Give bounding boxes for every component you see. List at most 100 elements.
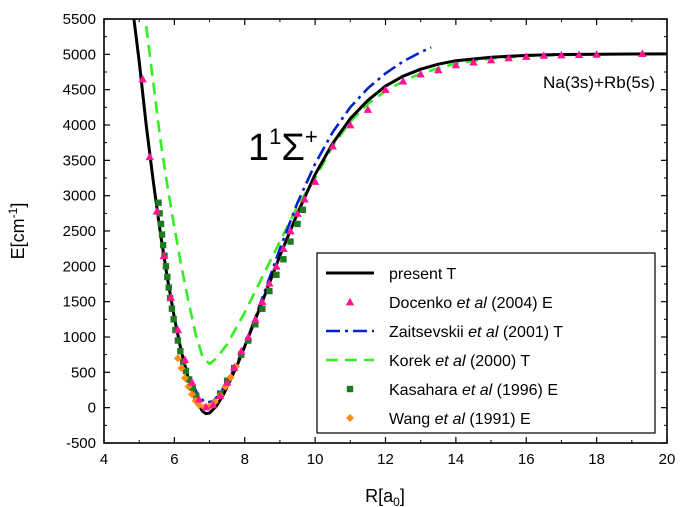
data-point	[363, 105, 373, 113]
legend-label: Docenko et al (2004) E	[389, 295, 553, 312]
data-point	[162, 263, 170, 270]
x-tick-label: 20	[659, 451, 676, 468]
state-label-sup: 1	[269, 124, 281, 149]
legend-label-part: et al	[462, 382, 493, 399]
legend-label-part: Zaitsevskii	[389, 324, 468, 341]
data-point	[398, 76, 408, 85]
legend-label: present T	[389, 266, 457, 283]
legend-label: Wang et al (1991) E	[389, 411, 531, 428]
data-point	[201, 402, 211, 411]
y-tick-label: 2000	[63, 258, 96, 275]
y-tick-label: 3500	[63, 152, 96, 169]
legend: present T Docenko et al (2004) E Zaitsevsk…	[316, 252, 656, 434]
data-point	[251, 315, 260, 323]
data-point	[165, 284, 172, 291]
y-tick-label: 1500	[63, 294, 96, 311]
legend-label-part: (2001) T	[498, 324, 563, 341]
legend-label: Zaitsevskii et al (2001) T	[389, 324, 563, 341]
y-axis-title-main: E[cm	[8, 218, 28, 259]
data-point	[504, 53, 513, 62]
data-point	[152, 207, 161, 215]
y-tick-label: 2500	[63, 223, 96, 240]
legend-label-part: (2004) E	[487, 295, 553, 312]
x-tick-label: 6	[170, 451, 178, 468]
data-point	[381, 85, 390, 94]
data-point	[557, 50, 566, 59]
data-point	[173, 354, 182, 363]
data-point	[180, 355, 190, 363]
x-axis-title-end: ]	[400, 486, 405, 506]
x-tick-label: 16	[518, 451, 535, 468]
data-point	[265, 279, 274, 287]
data-point	[238, 351, 245, 358]
legend-label-part: Wang	[389, 411, 435, 428]
data-point	[172, 326, 179, 334]
data-point	[287, 238, 294, 245]
data-point	[226, 373, 235, 382]
data-point	[187, 390, 196, 399]
data-point	[192, 392, 200, 399]
data-point	[469, 57, 478, 66]
x-axis-title-main: R[a	[365, 486, 394, 506]
data-point	[222, 378, 232, 386]
legend-label: Kasahara et al (1996) E	[389, 382, 558, 399]
state-label-sigma: Σ	[281, 127, 305, 169]
y-axis-title: E[cm-1]	[6, 203, 28, 260]
legend-swatch-marker	[346, 385, 354, 393]
data-point	[286, 226, 295, 235]
y-tick-label: -500	[66, 435, 96, 452]
x-axis-title: R[a0]	[365, 486, 405, 507]
data-point	[273, 271, 280, 279]
legend-label-part: Korek	[389, 353, 435, 370]
data-point	[279, 244, 288, 253]
legend-label-part: (1996) E	[492, 382, 558, 399]
data-point	[294, 220, 301, 228]
series-line	[144, 25, 667, 366]
y-tick-label: 5000	[63, 46, 96, 63]
data-point	[280, 256, 287, 263]
legend-label: Korek et al (2000) T	[389, 353, 530, 370]
legend-label-part: Kasahara	[389, 382, 462, 399]
data-point	[272, 262, 281, 270]
data-point	[522, 52, 531, 60]
state-label: 11Σ+	[248, 124, 318, 169]
data-point	[187, 378, 197, 386]
data-point	[252, 321, 259, 328]
data-point	[244, 332, 253, 341]
legend-label-part: Docenko	[389, 295, 457, 312]
y-tick-label: 0	[88, 400, 96, 417]
data-point	[159, 241, 167, 249]
legend-swatch-marker	[345, 297, 355, 306]
data-point	[159, 251, 169, 260]
data-point	[215, 391, 225, 400]
data-point	[310, 177, 320, 185]
legend-label-part: et al	[468, 324, 499, 341]
data-point	[259, 305, 266, 312]
x-tick-label: 18	[588, 451, 605, 468]
data-point	[592, 50, 601, 58]
data-point	[299, 206, 307, 213]
data-point	[245, 337, 252, 344]
data-point	[328, 142, 337, 150]
data-point	[237, 346, 246, 355]
y-tick-label: 4000	[63, 117, 96, 134]
data-point	[173, 325, 183, 334]
data-point	[574, 50, 584, 59]
data-point	[155, 199, 162, 206]
data-point	[145, 152, 154, 161]
data-point	[486, 55, 496, 64]
legend-label-part: (1991) E	[465, 411, 531, 428]
legend-label-part: et al	[435, 411, 466, 428]
data-point	[174, 337, 182, 344]
data-point	[170, 316, 177, 323]
data-point	[300, 195, 309, 203]
data-point	[166, 293, 176, 301]
data-point	[229, 363, 239, 371]
asymptote-label: Na(3s)+Rb(5s)	[543, 73, 655, 92]
x-tick-label: 8	[241, 451, 249, 468]
data-point	[416, 69, 425, 78]
y-tick-label: 3000	[63, 188, 96, 205]
x-tick-label: 4	[100, 451, 108, 468]
data-point	[258, 297, 267, 306]
data-point	[157, 220, 165, 228]
